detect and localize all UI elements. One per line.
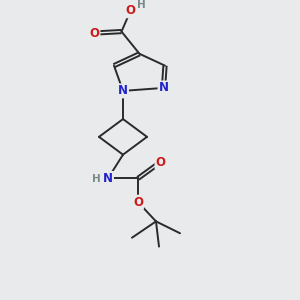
Text: N: N — [118, 84, 128, 98]
Text: O: O — [89, 26, 100, 40]
Text: H: H — [136, 1, 146, 10]
Text: N: N — [103, 172, 113, 185]
Text: H: H — [92, 174, 101, 184]
Text: N: N — [158, 81, 169, 94]
Text: O: O — [125, 4, 136, 17]
Text: O: O — [155, 156, 166, 169]
Text: O: O — [133, 196, 143, 208]
